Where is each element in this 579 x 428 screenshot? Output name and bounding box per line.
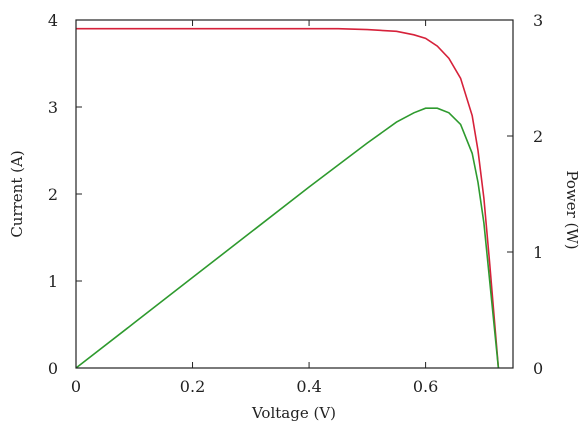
series-layer <box>75 27 500 369</box>
y-tick-label: 3 <box>48 98 58 117</box>
plot-frame <box>75 19 514 369</box>
series-1-line <box>75 107 500 369</box>
y2-tick-label: 2 <box>533 127 543 146</box>
y-axis-label: Current (A) <box>8 150 26 237</box>
y2-tick-label: 0 <box>533 359 543 378</box>
y-tick-label: 2 <box>48 185 58 204</box>
y-tick-label: 1 <box>48 272 58 291</box>
y-tick-label: 4 <box>48 11 58 30</box>
y2-tick-label: 1 <box>533 243 543 262</box>
x-tick-label: 0.2 <box>180 377 205 396</box>
y2-tick-label: 3 <box>533 11 543 30</box>
y2-axis-label: Power (W) <box>563 170 579 249</box>
series-0-line <box>76 27 500 369</box>
y-tick-label: 0 <box>48 359 58 378</box>
x-tick-label: 0.6 <box>413 377 438 396</box>
x-axis-label: Voltage (V) <box>251 404 336 422</box>
x-tick-label: 0.4 <box>296 377 321 396</box>
x-tick-label: 0 <box>71 377 81 396</box>
ticks-layer: 0 0.2 0.4 0.6 0 1 2 3 4 0 1 2 3 <box>48 11 543 396</box>
